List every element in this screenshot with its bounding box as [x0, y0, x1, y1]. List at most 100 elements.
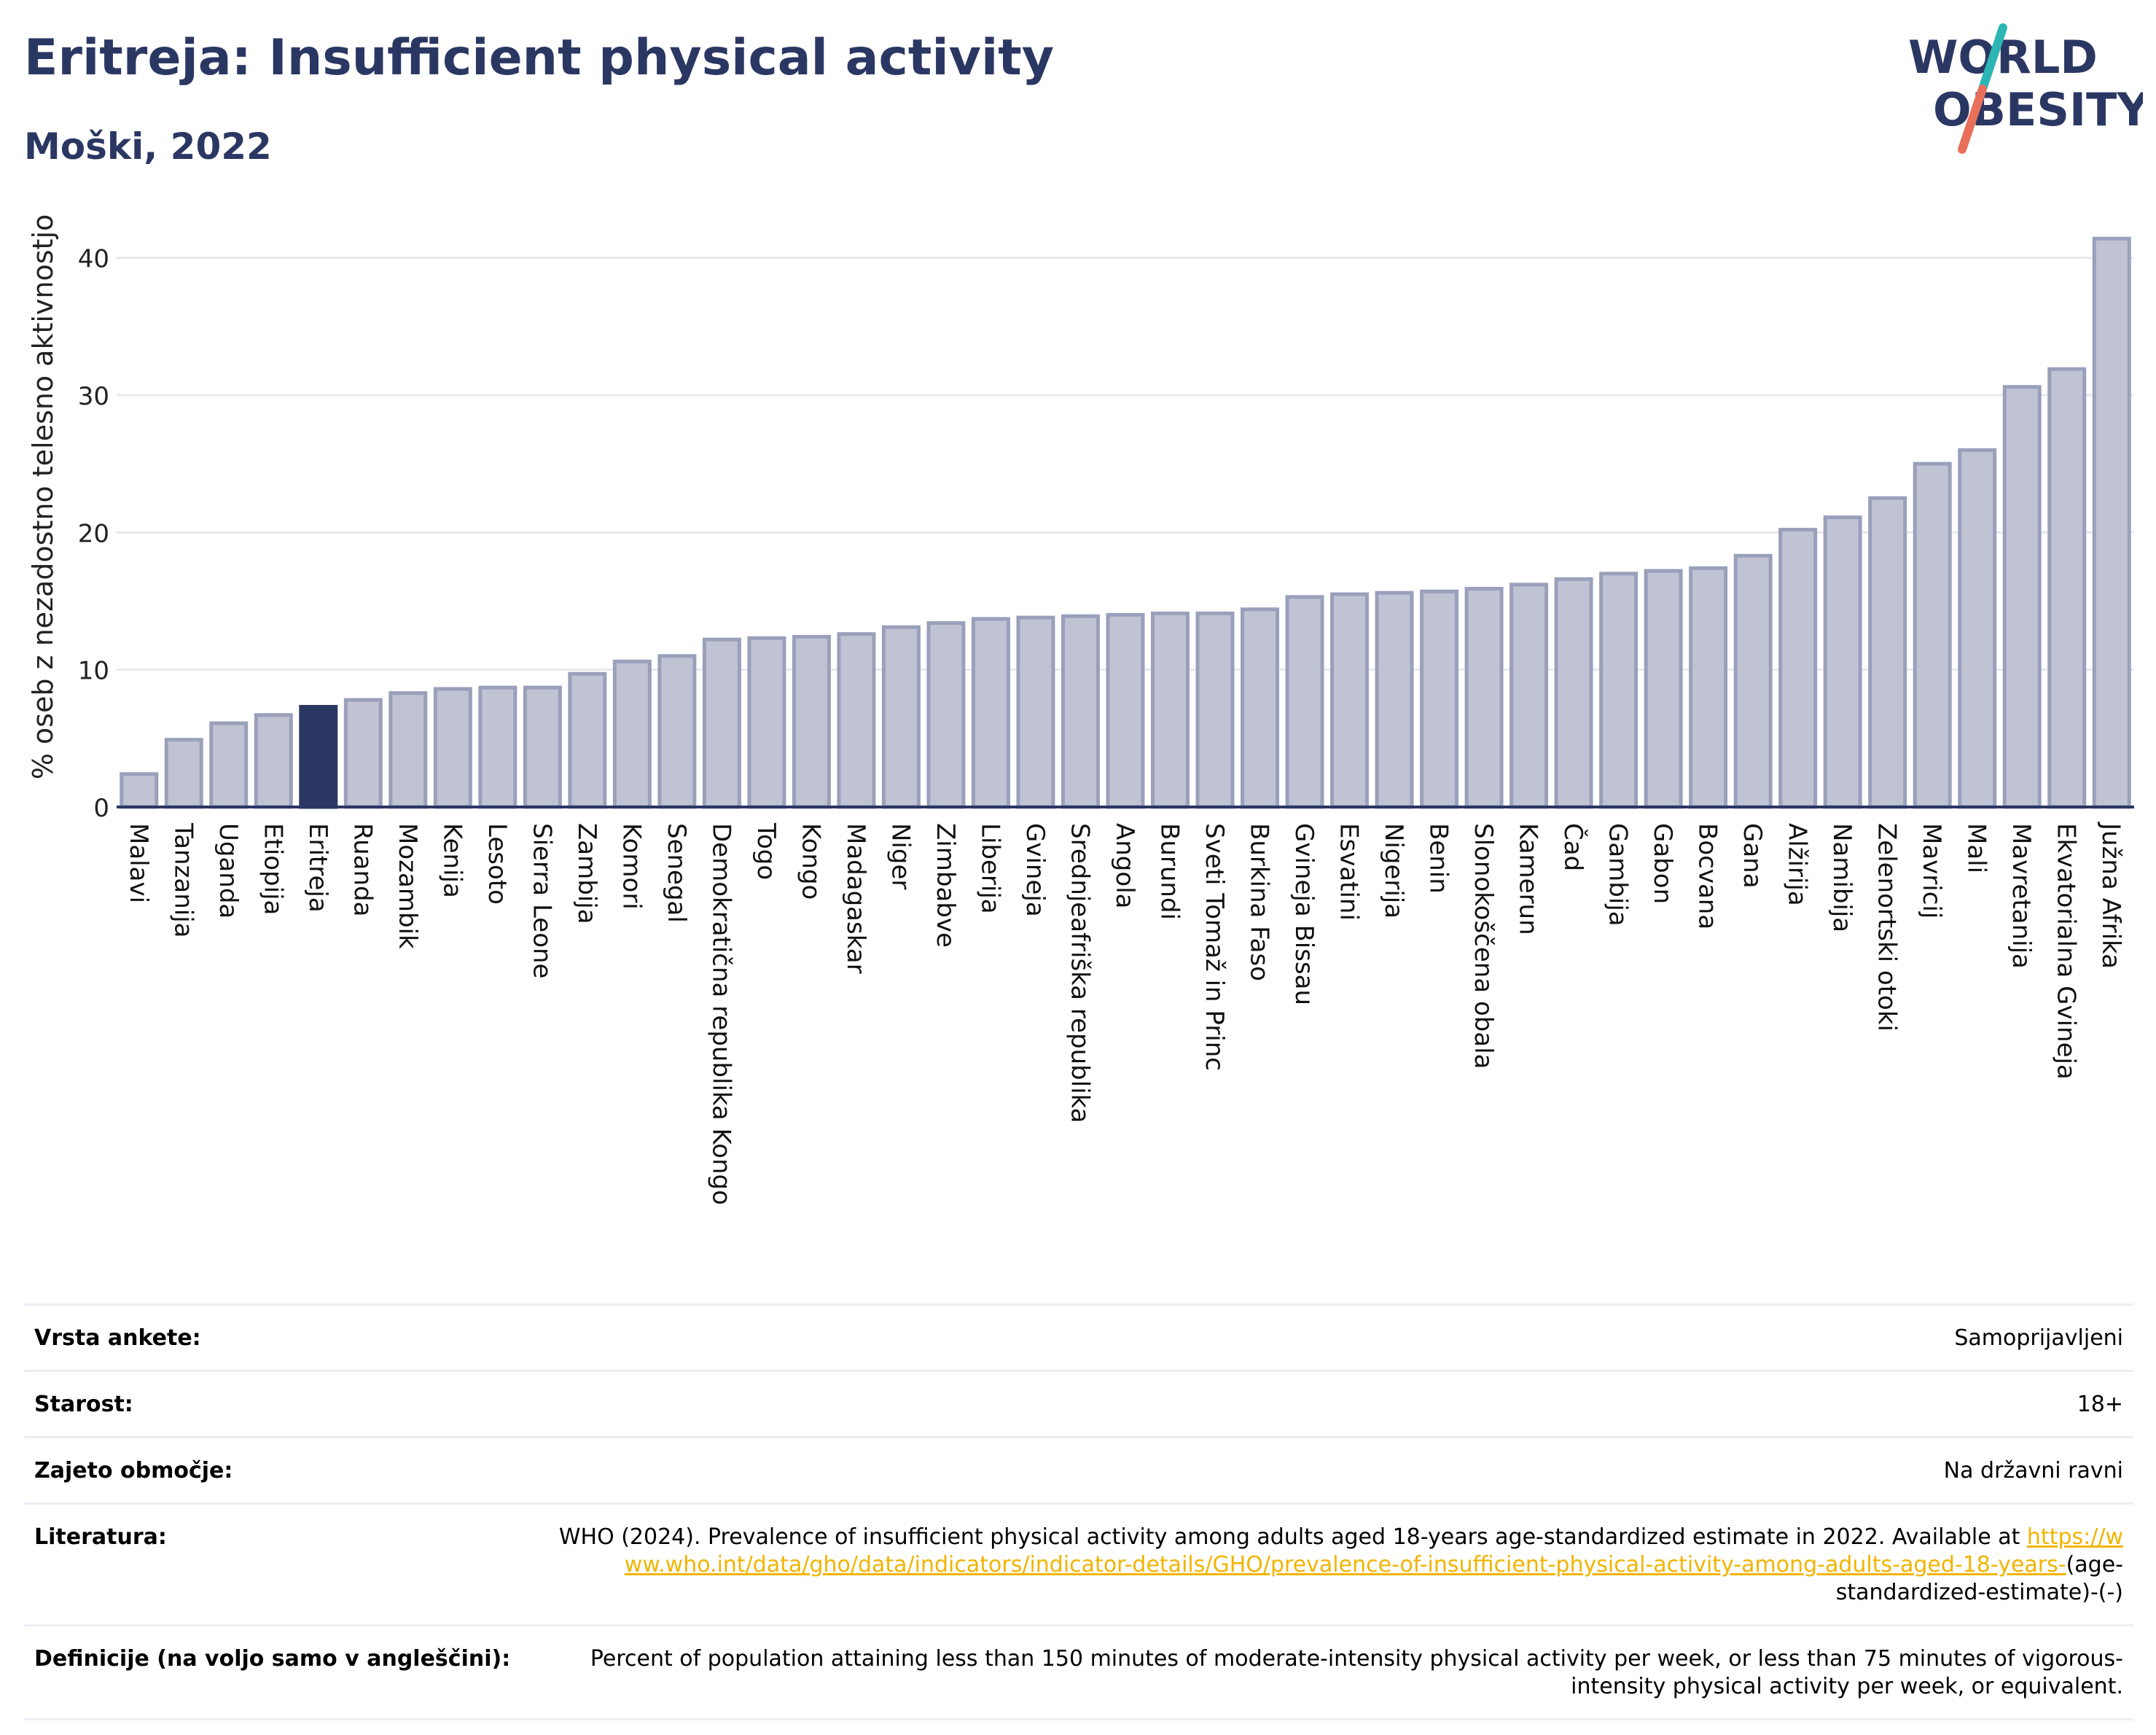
bar-madagaskar: [837, 632, 876, 809]
page-title: Eritreja: Insufficient physical activity: [24, 29, 1055, 87]
x-tick-label: Srednjeafriška republika: [1065, 823, 1094, 1123]
bar-mali: [1958, 448, 1997, 809]
bar-liberija: [971, 617, 1010, 809]
bar-gvineja: [1016, 615, 1055, 809]
x-tick-label: Burkina Faso: [1245, 823, 1274, 981]
bar-chart: 0 10 20 30 40 % oseb z nezadostno telesno akt…: [27, 214, 2134, 1205]
info-row-survey: Vrsta ankete: Samoprijavljeni: [24, 1303, 2133, 1370]
x-tick-label: Liberija: [975, 823, 1004, 914]
x-tick-label: Mavretanija: [2007, 823, 2036, 969]
info-value: Percent of population attaining less tha…: [590, 1646, 2123, 1699]
x-tick-label: Malavi: [124, 823, 153, 903]
literature-value: WHO (2024). Prevalence of insufficient p…: [549, 1524, 2123, 1607]
x-tick-label: Senegal: [662, 823, 691, 923]
bar-komori: [612, 659, 652, 809]
logo-slash-bottom: [1958, 85, 1987, 154]
labels: Malavi Tanzanija Uganda Etiopija Eritreja Rua…: [124, 822, 2125, 1205]
bar-angola: [1106, 612, 1145, 809]
x-tick-label: Komori: [617, 823, 646, 910]
x-tick-label: Esvatini: [1335, 823, 1364, 921]
bar-sierra-leone: [523, 685, 562, 809]
bar-južna-afrika: [2092, 236, 2131, 809]
bar-togo: [747, 636, 786, 809]
x-tick-label: Sveti Tomaž in Princ: [1200, 823, 1229, 1071]
y-tick-label: 20: [78, 519, 109, 548]
x-tick-label: Južna Afrika: [2096, 822, 2125, 969]
page-subtitle: Moški, 2022: [24, 125, 272, 168]
bars: [120, 236, 2131, 809]
bar-burkina-faso: [1241, 607, 1280, 809]
x-tick-label: Gvineja: [1020, 823, 1050, 917]
x-tick-label: Tanzanija: [168, 822, 198, 937]
bar-gana: [1733, 553, 1773, 809]
bar-mavricij: [1913, 461, 1952, 809]
bar-senegal: [657, 654, 697, 809]
y-tick-label: 0: [93, 794, 109, 823]
x-tick-label: Nigerija: [1379, 823, 1408, 919]
info-value: 18+: [2077, 1392, 2123, 1417]
literature-text: WHO (2024). Prevalence of insufficient p…: [558, 1524, 2020, 1550]
info-label: Vrsta ankete:: [34, 1325, 201, 1351]
x-tick-label: Burundi: [1155, 823, 1184, 920]
x-tick-label: Etiopija: [258, 823, 287, 915]
bar-burundi: [1151, 611, 1190, 809]
x-tick-label: Demokratična republika Kongo: [706, 823, 735, 1205]
logo-slash-top: [1978, 23, 2007, 93]
x-tick-label: Sierra Leone: [527, 823, 556, 978]
x-tick-label: Gvineja Bissau: [1289, 823, 1319, 1005]
bar-nigerija: [1375, 590, 1414, 809]
bar-namibija: [1823, 515, 1862, 809]
x-tick-label: Alžirija: [1783, 823, 1812, 906]
bar-uganda: [209, 721, 249, 809]
bar-mavretanija: [2002, 385, 2042, 809]
x-tick-label: Ekvatorialna Gvineja: [2052, 823, 2081, 1080]
bar-kenija: [433, 687, 472, 809]
bar-kamerun: [1509, 582, 1549, 809]
bar-bocvana: [1689, 566, 1728, 809]
bar-srednjeafriška-republika: [1061, 614, 1100, 809]
x-tick-label: Ruanda: [348, 823, 377, 916]
bar-ruanda: [343, 698, 383, 809]
x-tick-label: Mavricij: [1917, 823, 1946, 919]
bar-sveti-tomaž-in-princ: [1195, 611, 1235, 809]
y-axis-label: % oseb z nezadostno telesno aktivnostjo: [27, 214, 59, 780]
info-value: Samoprijavljeni: [1954, 1325, 2123, 1351]
bar-niger: [881, 625, 921, 809]
x-tick-label: Uganda: [214, 823, 243, 919]
bar-zambija: [568, 671, 607, 809]
bar-lesoto: [478, 685, 517, 809]
bar-zelenortski-otoki: [1868, 496, 1907, 809]
axes: 0 10 20 30 40 % oseb z nezadostno telesno akt…: [27, 214, 2134, 823]
literature-link[interactable]: https://www.who.int/data/gho/data/indica…: [624, 1524, 2123, 1578]
x-tick-label: Kamerun: [1514, 823, 1543, 935]
x-tick-label: Lesoto: [483, 823, 512, 905]
x-tick-label: Mozambik: [393, 823, 422, 949]
x-tick-label: Namibija: [1827, 823, 1856, 932]
x-tick-label: Čad: [1558, 823, 1588, 871]
x-tick-label: Zelenortski otoki: [1872, 823, 1902, 1032]
bar-alžirija: [1778, 528, 1818, 809]
info-row-coverage: Zajeto območje: Na državni ravni: [24, 1436, 2133, 1502]
bar-etiopija: [254, 713, 293, 809]
info-value: Na državni ravni: [1943, 1458, 2123, 1483]
bar-čad: [1554, 577, 1593, 809]
bar-benin: [1420, 589, 1459, 809]
y-tick-label: 30: [78, 382, 109, 411]
bar-malavi: [120, 772, 159, 809]
x-tick-label: Gana: [1738, 823, 1767, 889]
bar-zimbabve: [926, 621, 966, 809]
y-tick-label: 10: [78, 657, 109, 686]
bar-gabon: [1644, 569, 1683, 809]
x-tick-label: Gambija: [1604, 823, 1633, 927]
info-label: Definicije (na voljo samo v angleščini):: [34, 1646, 511, 1672]
x-tick-label: Togo: [751, 822, 781, 880]
info-label: Starost:: [34, 1392, 133, 1417]
bar-ekvatorialna-gvineja: [2047, 367, 2087, 809]
x-tick-label: Zambija: [572, 823, 601, 924]
bar-demokratična-republika-kongo: [702, 637, 741, 809]
bar-gvineja-bissau: [1285, 595, 1324, 809]
bar-kongo: [792, 634, 831, 809]
x-tick-label: Benin: [1424, 823, 1453, 894]
x-tick-label: Madagaskar: [841, 823, 870, 974]
x-tick-label: Kenija: [437, 823, 466, 898]
